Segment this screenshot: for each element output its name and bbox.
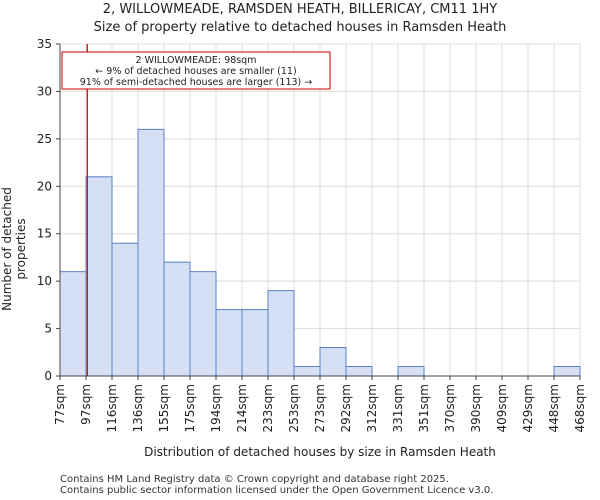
- y-tick-label: 10: [37, 274, 52, 288]
- x-tick-label: 194sqm: [209, 384, 223, 432]
- histogram-bar: [267, 290, 295, 377]
- x-tick-label: 253sqm: [287, 384, 301, 432]
- y-tick-label: 15: [37, 227, 52, 241]
- x-tick-label: 468sqm: [573, 384, 587, 432]
- x-tick-label: 448sqm: [547, 384, 561, 432]
- histogram-bar: [319, 347, 347, 377]
- annotation: 2 WILLOWMEADE: 98sqm ← 9% of detached ho…: [61, 51, 331, 90]
- y-tick-label: 30: [37, 84, 52, 98]
- y-tick-label: 20: [37, 179, 52, 193]
- x-tick-label: 214sqm: [235, 384, 249, 432]
- annotation-line-2: ← 9% of detached houses are smaller (11): [95, 66, 296, 77]
- x-tick-label: 429sqm: [521, 384, 535, 432]
- y-tick-label: 35: [37, 37, 52, 51]
- x-tick-label: 136sqm: [131, 384, 145, 432]
- x-tick-label: 273sqm: [313, 384, 327, 432]
- y-axis-label: Number of detached properties: [0, 187, 28, 311]
- annotation-line-3: 91% of semi-detached houses are larger (…: [80, 77, 313, 88]
- y-tick-label: 0: [44, 369, 52, 383]
- histogram-bar: [137, 128, 165, 377]
- histogram-bar: [85, 176, 113, 377]
- histogram-bar: [163, 261, 191, 377]
- chart-title: Size of property relative to detached ho…: [93, 20, 507, 35]
- x-tick-label: 351sqm: [417, 384, 431, 432]
- x-tick-label: 116sqm: [105, 384, 119, 432]
- histogram-bar: [553, 366, 581, 377]
- x-tick-label: 233sqm: [261, 384, 275, 432]
- bars: [59, 128, 581, 377]
- histogram-bar: [293, 366, 321, 377]
- histogram-bar: [345, 366, 373, 377]
- x-tick-label: 77sqm: [53, 384, 67, 425]
- histogram-bar: [59, 271, 87, 377]
- x-axis-label: Distribution of detached houses by size …: [144, 445, 496, 459]
- annotation-line-1: 2 WILLOWMEADE: 98sqm: [136, 55, 257, 66]
- axes: 0 5 10 15 20 25 30 35 77sqm 97sqm 116sqm 136sqm 155s…: [37, 37, 587, 432]
- x-tick-label: 390sqm: [469, 384, 483, 432]
- footer-licence: Contains public sector information licen…: [60, 485, 494, 496]
- chart-title-address: 2, WILLOWMEADE, RAMSDEN HEATH, BILLERICA…: [102, 2, 498, 17]
- histogram-bar: [215, 309, 243, 377]
- x-tick-label: 409sqm: [495, 384, 509, 432]
- histogram-bar: [397, 366, 425, 377]
- x-tick-label: 155sqm: [157, 384, 171, 432]
- x-tick-label: 175sqm: [183, 384, 197, 432]
- histogram-bar: [189, 271, 217, 377]
- x-tick-label: 331sqm: [391, 384, 405, 432]
- y-tick-label: 25: [37, 132, 52, 146]
- x-tick-label: 97sqm: [79, 384, 93, 425]
- histogram-bar: [241, 309, 269, 377]
- histogram-bar: [111, 242, 139, 377]
- y-tick-label: 5: [44, 322, 52, 336]
- x-tick-label: 312sqm: [365, 384, 379, 432]
- footer-copyright: Contains HM Land Registry data © Crown c…: [60, 474, 449, 485]
- annotation-box: [61, 51, 331, 90]
- x-tick-label: 370sqm: [443, 384, 457, 432]
- x-tick-label: 292sqm: [339, 384, 353, 432]
